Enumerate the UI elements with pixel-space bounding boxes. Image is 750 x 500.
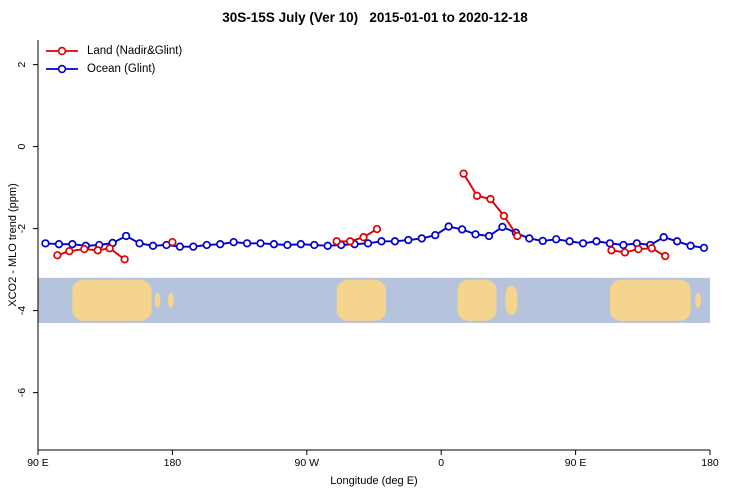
y-tick-label: 2 (16, 62, 28, 68)
ocean-marker (457, 225, 467, 234)
ocean-marker (592, 237, 601, 246)
y-tick-label: -2 (16, 224, 28, 233)
x-tick-label: 0 (438, 457, 444, 469)
ocean-marker (189, 242, 198, 251)
map-band-land (154, 292, 161, 308)
y-tick-label: -4 (16, 306, 28, 315)
ocean-marker (269, 240, 279, 249)
ocean-marker (310, 240, 319, 250)
legend-label-ocean: Ocean (Glint) (87, 63, 156, 75)
legend-label-land: Land (Nadir&Glint) (87, 45, 183, 57)
ocean-marker (54, 240, 64, 249)
y-tick-label: 0 (16, 144, 28, 150)
ocean-marker (242, 239, 252, 248)
land-marker (459, 169, 468, 178)
ocean-marker (565, 237, 574, 246)
land-line (335, 228, 378, 243)
ocean-marker (202, 240, 211, 250)
land-marker (332, 237, 341, 246)
y-tick-label: -6 (16, 388, 28, 397)
chart-title: 30S-15S July (Ver 10) 2015-01-01 to 2020… (222, 10, 528, 25)
map-band-land (505, 285, 518, 315)
x-tick-label: 90 E (565, 457, 587, 469)
land-marker (372, 224, 382, 234)
land-line-marker-icon (46, 46, 78, 56)
x-tick-label: 180 (701, 457, 719, 469)
land-marker (472, 191, 482, 200)
ocean-marker (121, 231, 131, 241)
land-marker (661, 251, 670, 261)
ocean-marker (68, 240, 77, 249)
map-band-land (695, 292, 702, 308)
ocean-marker (229, 237, 238, 247)
ocean-marker (41, 239, 50, 248)
ocean-marker (659, 233, 668, 242)
land-marker (80, 244, 89, 254)
ocean-marker (699, 243, 709, 253)
land-marker (53, 251, 62, 260)
ocean-marker (377, 237, 386, 246)
land-marker (634, 244, 643, 254)
land-marker (345, 237, 355, 246)
ocean-marker (390, 237, 400, 246)
ocean-marker (619, 240, 628, 250)
land-line (462, 172, 519, 237)
land-marker (607, 246, 616, 255)
ocean-marker (296, 240, 305, 249)
map-band-land (336, 279, 386, 321)
x-tick-label: 90 W (295, 457, 320, 469)
land-marker (93, 246, 102, 255)
x-tick-label: 180 (164, 457, 182, 469)
ocean-marker (578, 239, 588, 248)
land-marker (486, 194, 495, 204)
land-marker (620, 248, 630, 257)
ocean-marker (552, 235, 561, 244)
land-marker (499, 211, 509, 221)
land-marker (65, 246, 74, 256)
ocean-marker (323, 241, 332, 250)
legend-item-land: Land (Nadir&Glint) (44, 42, 182, 60)
ocean-marker (175, 242, 185, 251)
ocean-marker (363, 239, 373, 248)
legend-item-ocean: Ocean (Glint) (44, 60, 182, 78)
x-tick-label: 90 E (27, 457, 49, 469)
ocean-marker (498, 222, 507, 232)
ocean-marker (605, 239, 615, 248)
ocean-marker (404, 235, 413, 245)
map-band-land (457, 279, 497, 321)
ocean-marker (431, 231, 440, 240)
x-axis-title: Longitude (deg E) (330, 475, 418, 487)
map-band-land (72, 279, 152, 321)
land-marker (120, 255, 129, 264)
map-band-land (167, 292, 174, 308)
land-marker (647, 244, 656, 253)
ocean-marker (216, 240, 225, 249)
ocean-marker (283, 240, 292, 250)
ocean-marker (135, 239, 144, 248)
land-marker (105, 244, 114, 253)
ocean-line-marker-icon (46, 64, 78, 74)
ocean-marker (484, 231, 494, 241)
ocean-marker (444, 222, 453, 231)
map-band-land (609, 279, 691, 321)
ocean-marker (256, 239, 265, 248)
ocean-marker (686, 241, 695, 250)
land-marker (359, 233, 368, 242)
ocean-marker (672, 237, 682, 246)
ocean-marker (471, 230, 480, 239)
legend: Land (Nadir&Glint) Ocean (Glint) (44, 42, 182, 78)
ocean-marker (525, 234, 534, 243)
land-marker (168, 237, 177, 247)
y-axis-title: XCO2 - MLO trend (ppm) (7, 183, 19, 307)
ocean-marker (417, 234, 426, 243)
land-marker (513, 231, 522, 241)
ocean-marker (538, 236, 547, 246)
ocean-marker (148, 241, 158, 250)
